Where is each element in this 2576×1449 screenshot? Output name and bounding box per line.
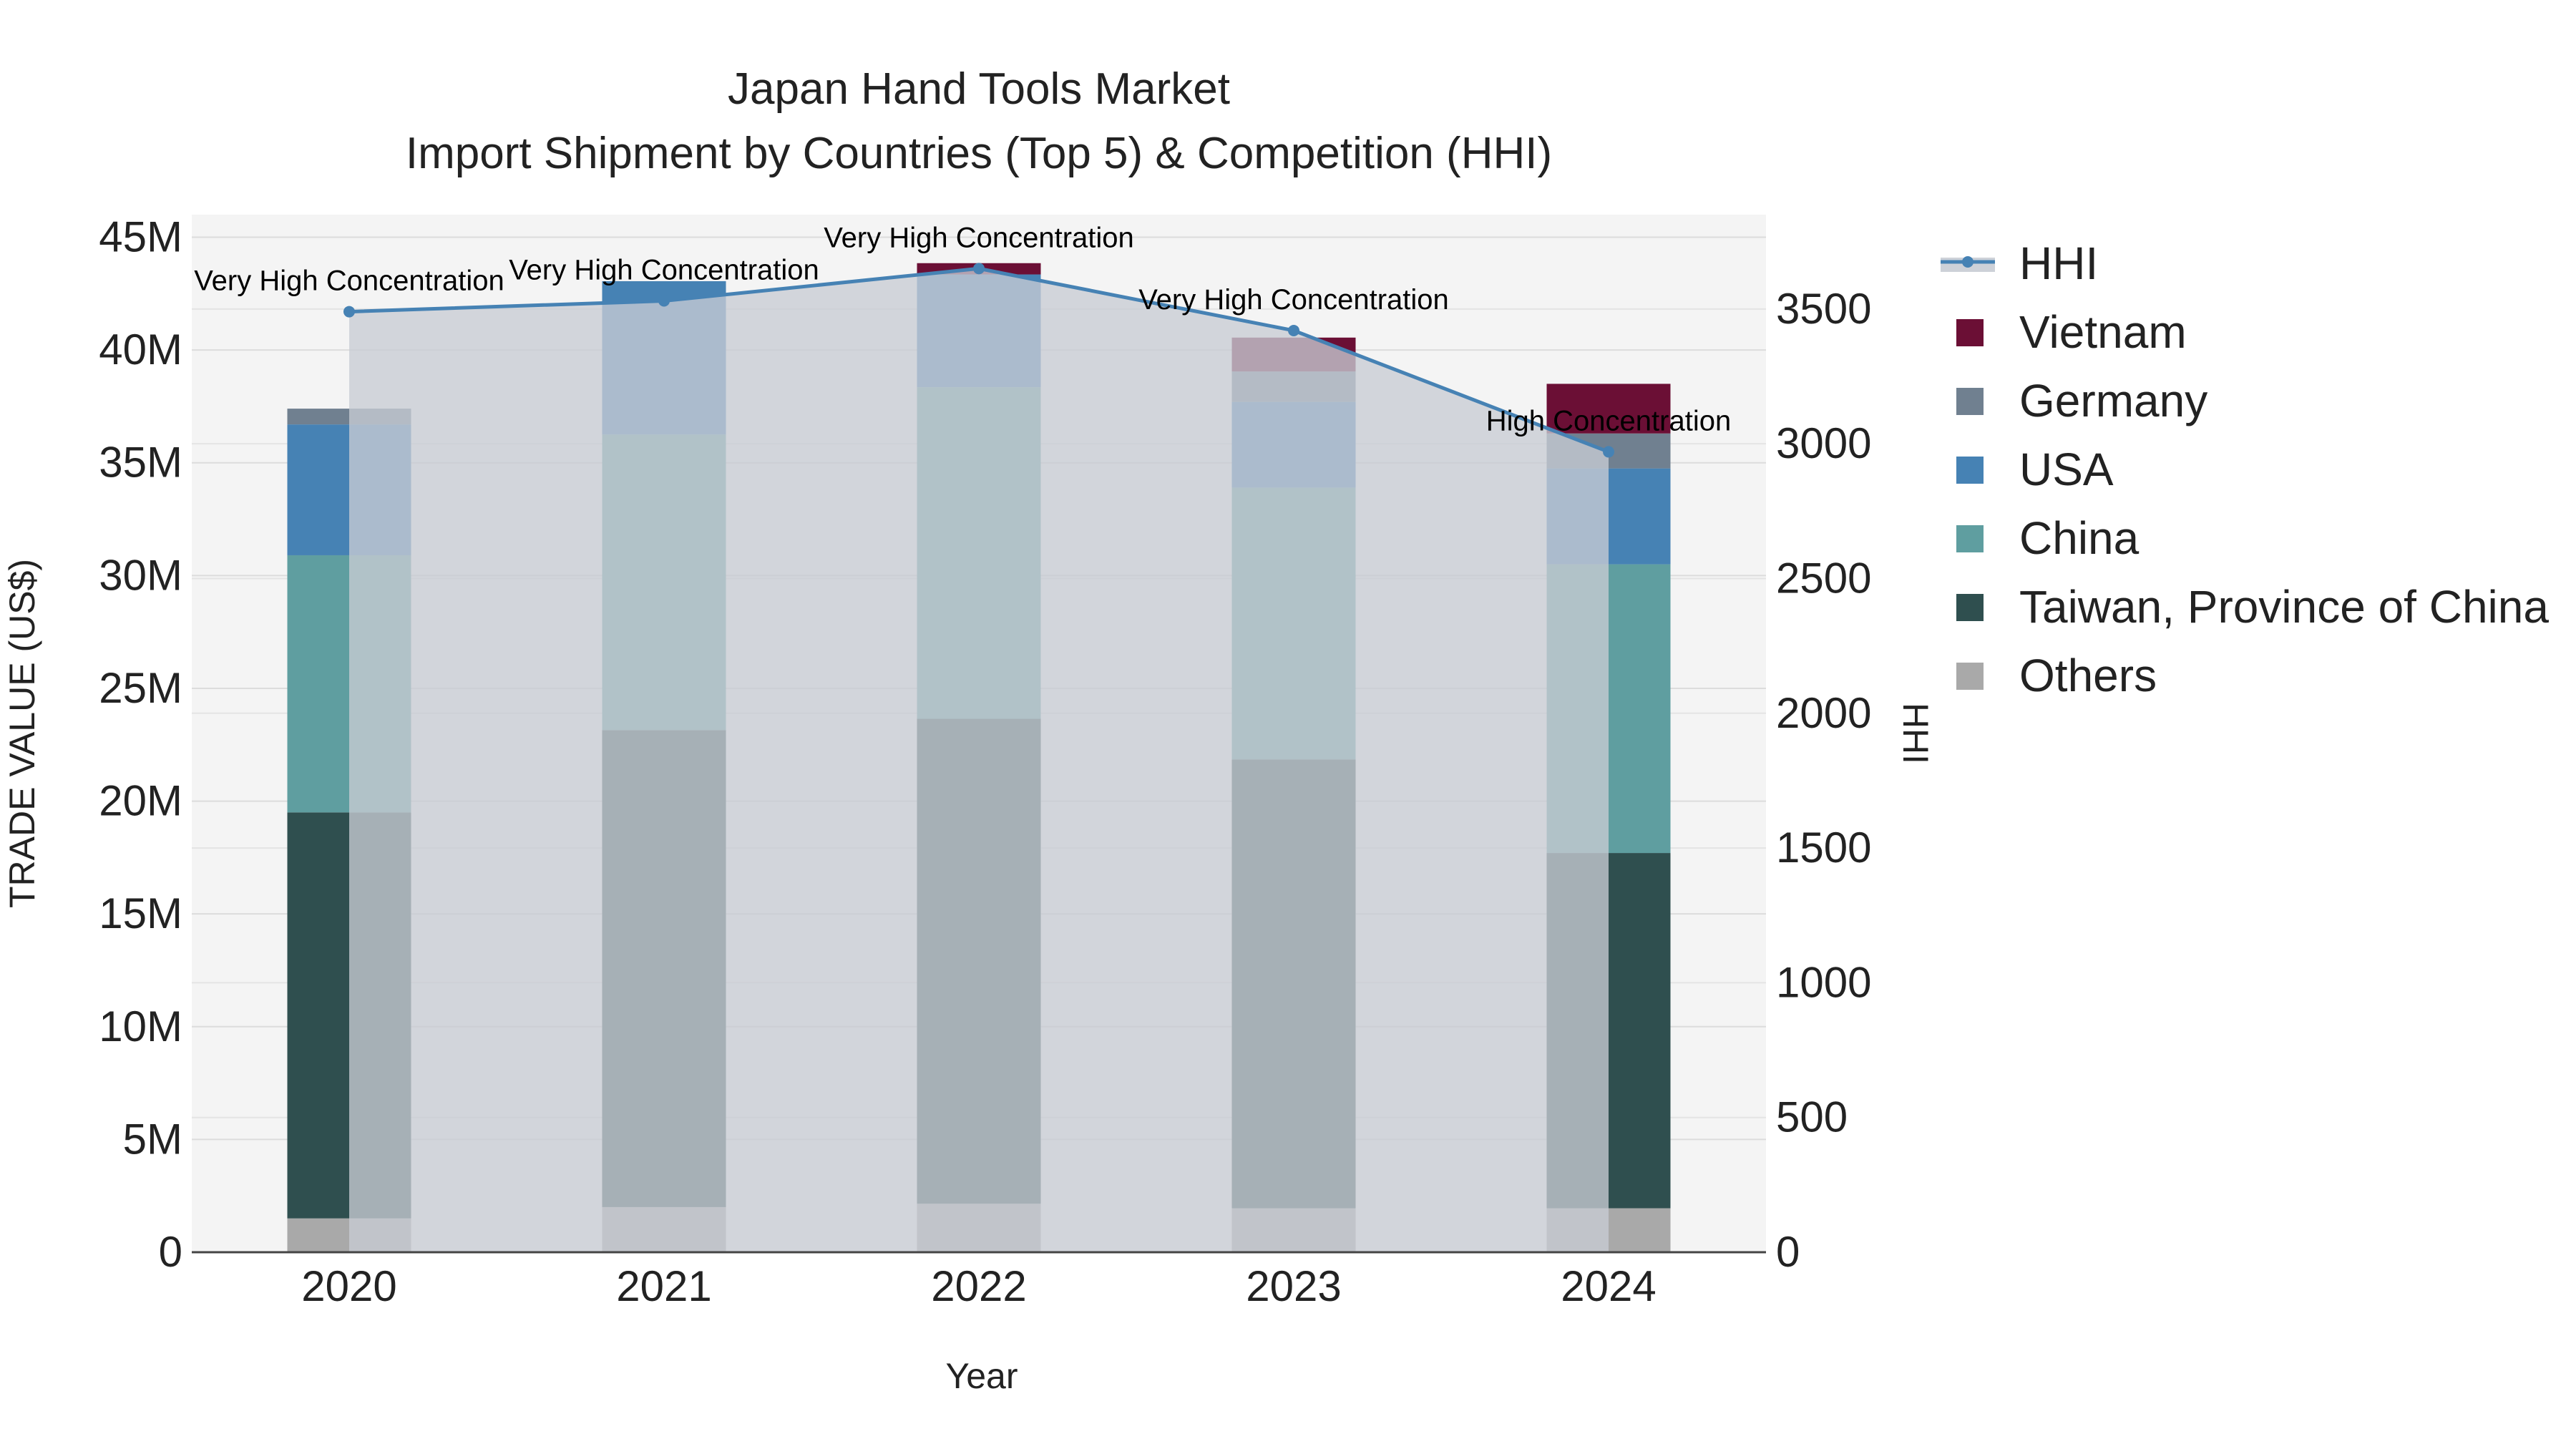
x-axis-title: Year [945, 1356, 1018, 1396]
hhi-area-fill [349, 268, 1609, 1252]
legend-label-germany: Germany [2019, 375, 2207, 426]
hhi-point-2023 [1288, 324, 1299, 336]
y2-tick-label: 500 [1776, 1093, 1848, 1141]
y-tick-label: 45M [99, 213, 182, 261]
hhi-label-2023: Very High Concentration [1138, 284, 1449, 316]
y2-tick-label: 0 [1776, 1228, 1800, 1276]
hhi-label-2021: Very High Concentration [509, 255, 819, 286]
hhi-label-2022: Very High Concentration [824, 222, 1134, 253]
legend-label-china: China [2019, 512, 2140, 564]
y2-tick-label: 1500 [1776, 824, 1871, 872]
y2-tick-label: 3500 [1776, 285, 1871, 333]
y-tick-label: 0 [159, 1228, 182, 1276]
y-tick-label: 15M [99, 889, 182, 937]
hhi-point-2021 [658, 295, 670, 307]
chart-title: Japan Hand Tools Market [728, 64, 1230, 114]
bar-vietnam-2024 [1546, 384, 1671, 434]
y2-tick-label: 3000 [1776, 419, 1871, 467]
hhi-point-2024 [1603, 446, 1614, 458]
y2-axis-ticks: 0 500 1000 1500 2000 2500 3000 3500 [1776, 285, 1871, 1276]
y2-tick-label: 1000 [1776, 958, 1871, 1006]
legend-swatch-others [1956, 663, 1984, 690]
legend-label-vietnam: Vietnam [2019, 306, 2187, 358]
x-tick-label: 2021 [616, 1262, 711, 1310]
x-tick-label: 2020 [301, 1262, 396, 1310]
legend-swatch-vietnam [1956, 319, 1984, 346]
x-tick-label: 2023 [1246, 1262, 1341, 1310]
hhi-label-2024: High Concentration [1486, 405, 1731, 436]
hhi-area [349, 268, 1609, 1252]
y2-tick-label: 2500 [1776, 554, 1871, 602]
legend-swatch-china [1956, 525, 1984, 552]
hhi-annotations: Very High Concentration Very High Concent… [194, 222, 1731, 436]
legend-label-taiwan-province-of-china: Taiwan, Province of China [2019, 581, 2549, 633]
y-axis-ticks: 0 5M 10M 15M 20M 25M 30M 35M 40M 45M [99, 213, 182, 1276]
legend-label-usa: USA [2019, 444, 2114, 495]
legend-swatch-germany [1956, 388, 1984, 415]
y-axis-title: TRADE VALUE (US$) [2, 559, 42, 908]
hhi-label-2020: Very High Concentration [194, 265, 504, 297]
hhi-point-2022 [973, 263, 985, 275]
y-tick-label: 25M [99, 664, 182, 712]
y-tick-label: 40M [99, 326, 182, 374]
chart-subtitle: Import Shipment by Countries (Top 5) & C… [406, 129, 1552, 178]
legend-swatch-taiwan-province-of-china [1956, 594, 1984, 621]
hhi-line [343, 263, 1614, 458]
legend-swatch-usa [1956, 457, 1984, 484]
hhi-point-2020 [343, 306, 355, 318]
x-tick-label: 2022 [931, 1262, 1026, 1310]
y-tick-label: 30M [99, 551, 182, 599]
x-tick-label: 2024 [1561, 1262, 1656, 1310]
legend-swatch-hhi-marker [1962, 256, 1974, 268]
legend-label-hhi: HHI [2019, 238, 2098, 289]
y-tick-label: 10M [99, 1002, 182, 1050]
y-tick-label: 20M [99, 777, 182, 825]
y-tick-label: 5M [123, 1115, 182, 1163]
legend-label-others: Others [2019, 650, 2157, 701]
legend: HHI Vietnam Germany USA China Taiwan, Provinc… [1941, 238, 2549, 701]
y2-tick-label: 2000 [1776, 689, 1871, 737]
y-tick-label: 35M [99, 439, 182, 487]
x-axis-ticks: 2020 2021 2022 2023 2024 [301, 1262, 1656, 1310]
y2-axis-title: HHI [1896, 703, 1936, 764]
